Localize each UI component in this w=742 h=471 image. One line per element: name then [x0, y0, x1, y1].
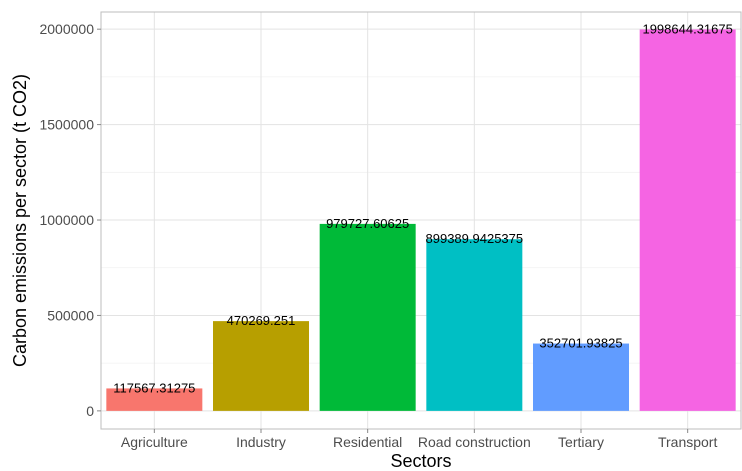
- bar: [533, 343, 629, 411]
- y-tick-label: 500000: [47, 307, 94, 323]
- x-tick-label: Tertiary: [558, 434, 604, 450]
- y-tick-label: 2000000: [39, 21, 94, 37]
- x-tick-label: Agriculture: [121, 434, 188, 450]
- x-tick-label: Residential: [333, 434, 402, 450]
- bar: [106, 388, 203, 411]
- data-label: 1998644.31675: [642, 21, 732, 36]
- data-label: 899389.9425375: [426, 231, 524, 246]
- y-tick-label: 1500000: [39, 117, 94, 133]
- bar: [319, 223, 416, 411]
- bar: [426, 239, 523, 411]
- data-label: 117567.31275: [113, 380, 195, 395]
- data-label: 470269.251: [227, 313, 296, 328]
- y-tick-label: 0: [86, 403, 94, 419]
- y-axis: 0 500000 1000000 1500000 2000000: [39, 21, 101, 419]
- bars-layer: [106, 29, 736, 411]
- data-label: 979727.60625: [326, 216, 409, 231]
- data-label: 352701.93825: [539, 336, 622, 351]
- y-tick-label: 1000000: [39, 212, 94, 228]
- x-axis-title: Sectors: [390, 451, 451, 471]
- data-labels-layer: 117567.31275 470269.251 979727.60625 899389…: [113, 21, 733, 395]
- x-tick-label: Transport: [658, 434, 718, 450]
- x-tick-label: Industry: [236, 434, 286, 450]
- x-tick-label: Road construction: [418, 434, 531, 450]
- x-axis: Agriculture Industry Residential Road const…: [121, 429, 718, 450]
- y-axis-title: Carbon emissions per sector (t CO2): [10, 74, 30, 367]
- bar: [639, 29, 736, 411]
- bar: [213, 321, 309, 411]
